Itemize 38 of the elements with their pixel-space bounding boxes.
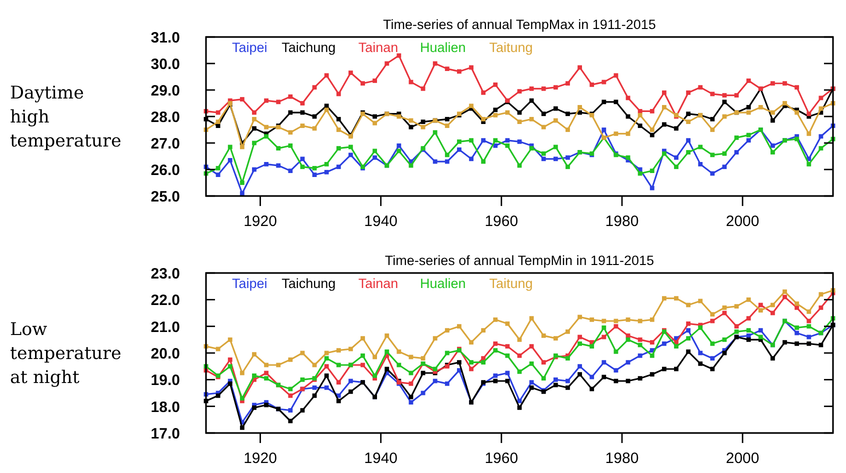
text: Tainan: [358, 276, 398, 291]
y-tick-label: 20.0: [150, 346, 180, 362]
x-tick-label: 1920: [244, 450, 277, 467]
chart-title: Time-series of annual TempMin in 1911-2015: [384, 253, 654, 268]
y-tick-label: 21.0: [150, 318, 180, 336]
series-label: Taitung: [489, 276, 533, 291]
y-tick-label: 25.0: [150, 188, 180, 206]
x-tick-label: 1980: [605, 450, 639, 467]
text: Taipei: [232, 276, 268, 291]
y-axis-title: Low temperature at night: [10, 320, 122, 388]
y-tick-label: 26.0: [150, 162, 180, 179]
y-tick-label: 23.0: [150, 266, 180, 282]
y-tick-label: 30.0: [150, 56, 180, 73]
y-tick-label: 29.0: [150, 82, 180, 100]
y-tick-label: 27.0: [150, 136, 180, 152]
x-tick-label: 2000: [726, 213, 760, 230]
x-tick-label: 1920: [244, 213, 277, 230]
x-tick-label: 1980: [605, 213, 639, 230]
y-axis-title: Daytime high temperature: [10, 84, 122, 152]
x-tick-label: 2000: [726, 450, 760, 467]
text: Taichung: [282, 276, 336, 291]
y-tick-label: 22.0: [150, 292, 180, 310]
chart-title: Time-series of annual TempMax in 1911-2015: [383, 17, 656, 32]
text: Hualien: [420, 40, 466, 55]
y-tick-label: 31.0: [150, 30, 180, 46]
x-tick-label: 1960: [484, 213, 518, 230]
series-label: Tainan: [358, 40, 398, 55]
x-tick-label: 1940: [364, 450, 398, 467]
text: Taichung: [282, 40, 336, 55]
y-tick-label: 17.0: [150, 426, 180, 442]
y-tick-label: 28.0: [150, 109, 180, 126]
y-tick-label: 19.0: [150, 372, 180, 390]
text: Hualien: [420, 276, 466, 291]
text: Taitung: [489, 40, 533, 55]
x-tick-label: 1960: [484, 450, 518, 467]
text: Taipei: [232, 40, 268, 55]
x-tick-label: 1940: [364, 213, 398, 230]
y-tick-label: 18.0: [150, 398, 180, 416]
